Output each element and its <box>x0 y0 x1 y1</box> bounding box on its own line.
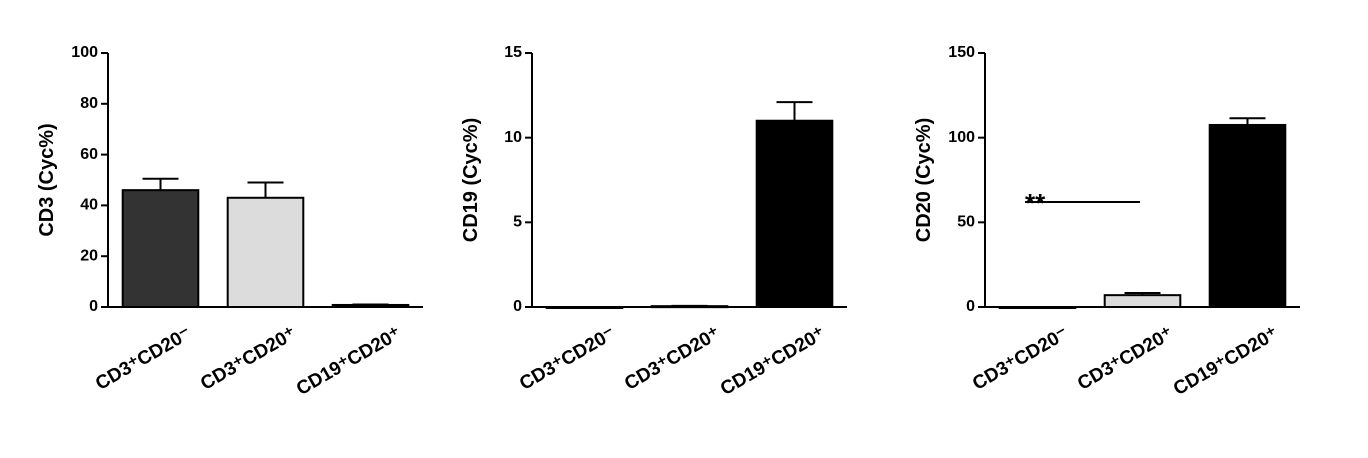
chart-panel: CD20 (Cyc%) 0 50 100 150 CD3⁺CD20⁻ CD3⁺CD20⁺CD… <box>913 44 1300 400</box>
y-tick-label: 0 <box>89 298 98 315</box>
chart-panel: CD3 (Cyc%) 0 20 40 60 80 100 CD3⁺CD20⁻ CD3⁺CD20⁺… <box>36 44 423 400</box>
y-tick-label: 15 <box>504 44 522 61</box>
error-bar <box>352 303 389 306</box>
x-tick-label: CD3⁺CD20⁻ <box>516 323 619 395</box>
chart-panel: CD19 (Cyc%) 0 5 10 15 CD3⁺CD20⁻ CD3⁺CD20⁺CD19⁺… <box>460 44 847 400</box>
bar <box>121 189 200 308</box>
y-tick-label: 5 <box>513 214 522 231</box>
y-tick-label: 100 <box>71 44 98 61</box>
y-axis-label: CD20 (Cyc%) <box>913 118 935 242</box>
y-tick-label: 10 <box>504 129 522 146</box>
y-tick-label: 80 <box>80 95 98 112</box>
bar <box>226 196 305 308</box>
bar <box>1208 123 1287 309</box>
x-tick-label: CD3⁺CD20⁻ <box>969 323 1072 395</box>
y-tick-label: 0 <box>513 298 522 315</box>
y-tick-label: 40 <box>80 197 98 214</box>
y-tick-label: 60 <box>80 146 98 163</box>
y-tick-label: 0 <box>966 298 975 315</box>
y-axis-label: CD19 (Cyc%) <box>460 118 482 242</box>
error-bar <box>1124 291 1161 296</box>
error-bar <box>1229 117 1266 125</box>
y-tick-label: 150 <box>948 44 975 61</box>
significance-label: ** <box>1025 188 1046 218</box>
error-bar <box>142 177 179 191</box>
x-tick-label: CD19⁺CD20⁺ <box>717 323 829 400</box>
bar <box>1103 294 1182 309</box>
y-tick-label: 100 <box>948 129 975 146</box>
error-bar <box>776 101 813 121</box>
x-tick-label: CD3⁺CD20⁺ <box>1074 323 1177 395</box>
x-tick-label: CD19⁺CD20⁺ <box>1170 323 1282 400</box>
x-tick-label: CD3⁺CD20⁺ <box>197 323 300 395</box>
x-tick-label: CD3⁺CD20⁺ <box>621 323 724 395</box>
x-tick-label: CD3⁺CD20⁻ <box>92 323 195 395</box>
bar <box>755 119 834 308</box>
x-tick-label: CD19⁺CD20⁺ <box>293 323 405 400</box>
y-axis-label: CD3 (Cyc%) <box>36 123 58 236</box>
error-bar <box>247 181 284 198</box>
y-tick-label: 20 <box>80 247 98 264</box>
y-tick-label: 50 <box>957 214 975 231</box>
